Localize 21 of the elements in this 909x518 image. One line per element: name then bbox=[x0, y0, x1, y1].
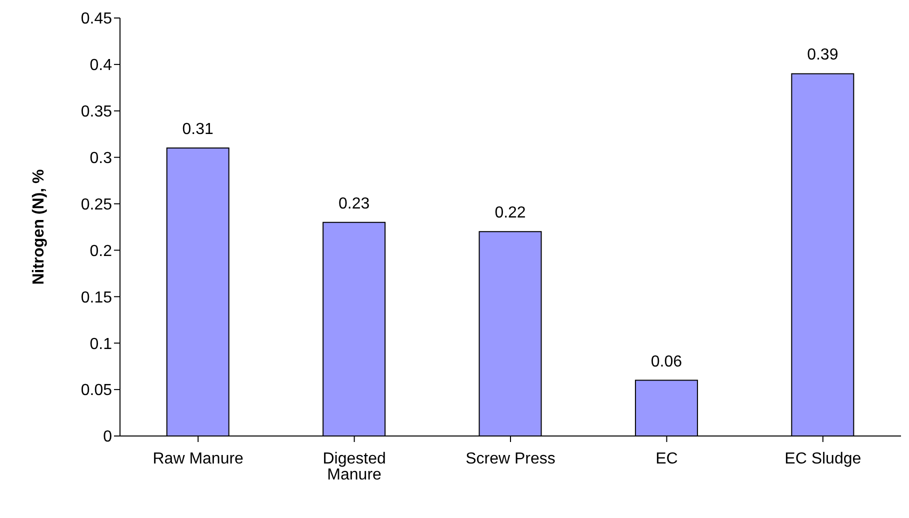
y-tick-label: 0.2 bbox=[90, 242, 112, 260]
x-tick-label: Screw Press bbox=[466, 450, 556, 468]
data-label: 0.39 bbox=[807, 46, 838, 64]
data-label: 0.22 bbox=[494, 204, 526, 222]
y-axis-title: Nitrogen (N), % bbox=[30, 169, 48, 285]
y-tick-label: 0.45 bbox=[80, 10, 112, 28]
data-label: 0.23 bbox=[338, 195, 370, 212]
y-tick-label: 0 bbox=[103, 428, 112, 446]
y-tick-label: 0.25 bbox=[80, 196, 112, 214]
y-tick-label: 0.15 bbox=[80, 289, 112, 306]
y-tick-label: 0.05 bbox=[80, 382, 112, 400]
y-tick-label: 0.35 bbox=[80, 104, 112, 121]
y-tick-label: 0.4 bbox=[90, 57, 112, 74]
x-tick-label: EC bbox=[656, 450, 678, 468]
x-tick-label: EC Sludge bbox=[784, 450, 862, 468]
y-tick-label: 0.1 bbox=[90, 336, 112, 353]
x-tick-label: Digested Manure bbox=[322, 450, 386, 484]
data-label: 0.31 bbox=[182, 121, 214, 138]
data-label: 0.06 bbox=[650, 353, 682, 370]
x-tick-label: Raw Manure bbox=[152, 450, 244, 468]
y-tick-label: 0.3 bbox=[90, 150, 112, 168]
